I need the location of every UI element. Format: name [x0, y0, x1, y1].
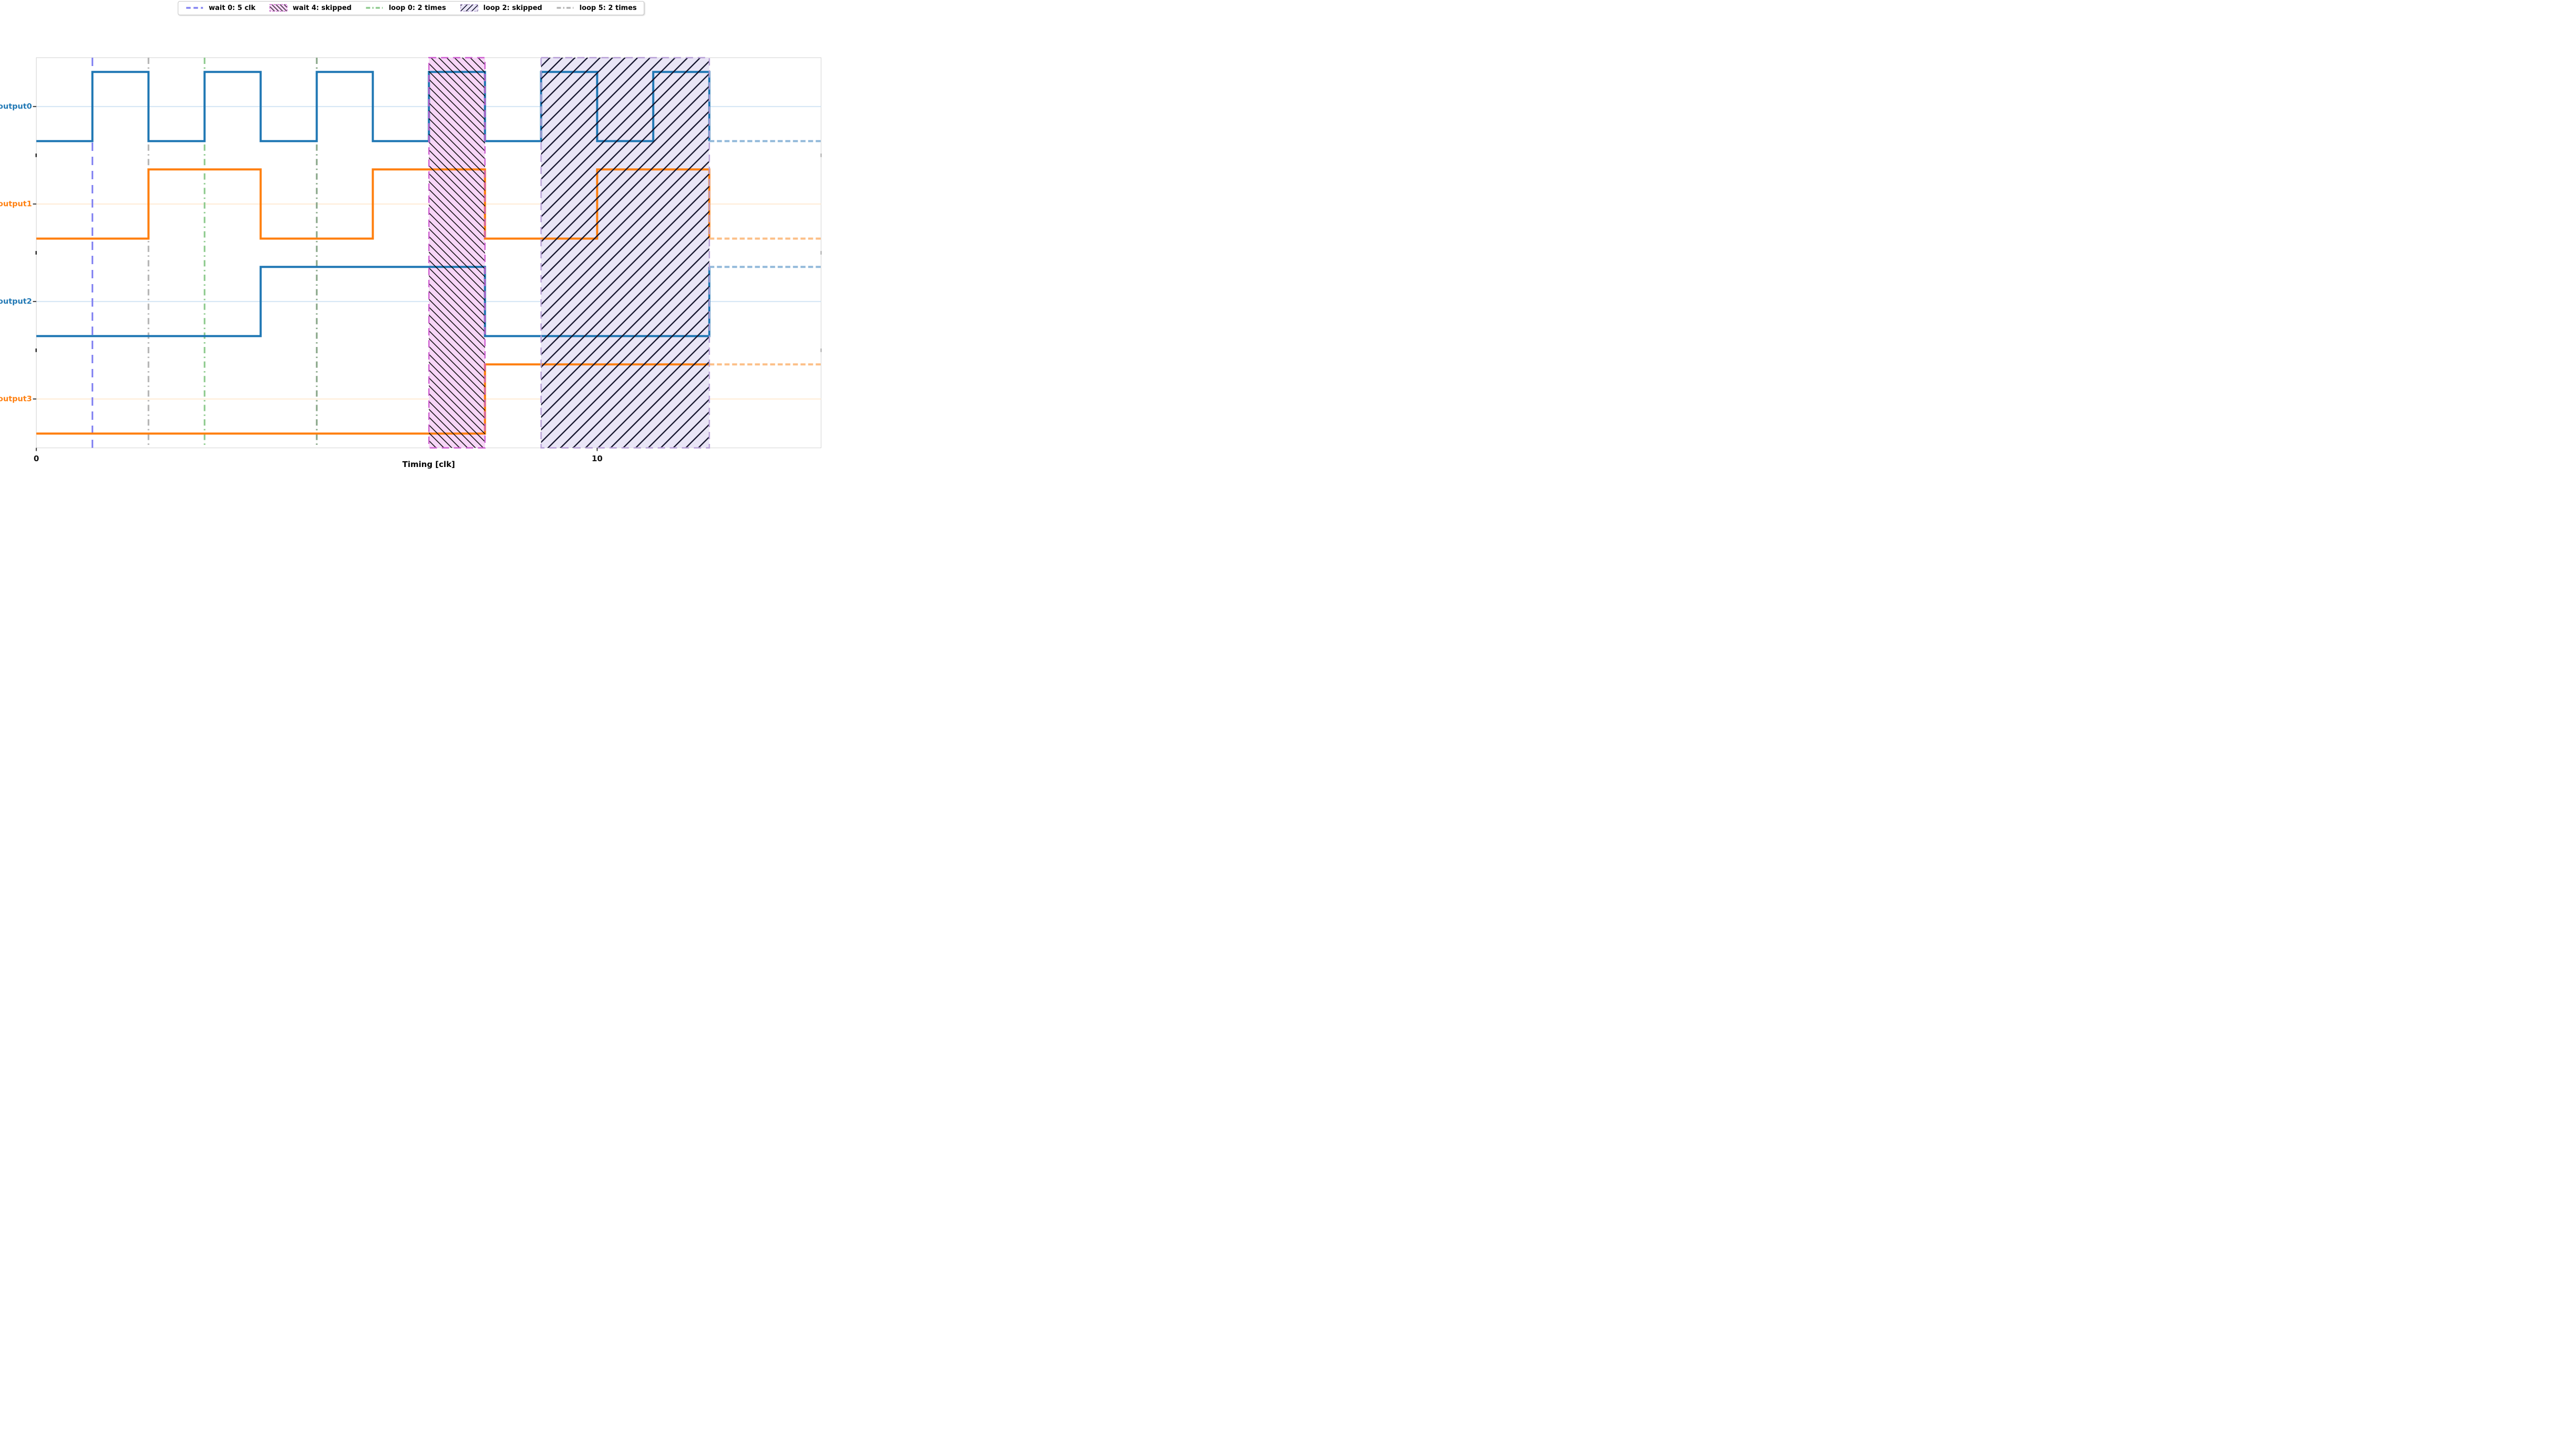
wait-0-line-swatch-icon [186, 7, 203, 9]
legend-item-wait-0: wait 0: 5 clk [185, 4, 255, 12]
legend-item-loop-5: loop 5: 2 times [556, 4, 637, 12]
y-tick-label-output1: output1 [0, 200, 32, 208]
legend-label: loop 5: 2 times [579, 4, 637, 12]
region-border-wait-4-skipped [428, 57, 486, 449]
legend-label: loop 2: skipped [483, 4, 542, 12]
x-tick-label-10: 10 [592, 454, 603, 463]
legend-label: loop 0: 2 times [388, 4, 446, 12]
x-axis-label: Timing [clk] [403, 460, 455, 469]
loop-2-hatch-swatch-icon [460, 4, 479, 12]
legend: wait 0: 5 clk wait 4: skipped loop 0: 2 … [178, 1, 644, 15]
loop-5-line-swatch-icon [557, 7, 574, 9]
legend-label: wait 4: skipped [292, 4, 352, 12]
wait-4-hatch-swatch-icon [269, 4, 288, 12]
legend-item-loop-2: loop 2: skipped [460, 4, 542, 12]
y-tick-label-output3: output3 [0, 395, 32, 403]
x-tick-label-0: 0 [34, 454, 39, 463]
y-tick-label-output0: output0 [0, 102, 32, 111]
region-hatch-wait-4-skipped [429, 58, 485, 448]
legend-item-wait-4: wait 4: skipped [269, 4, 352, 12]
timing-diagram-figure: output0 output1 output2 output3 0 10 Timing [c… [0, 0, 822, 469]
region-border-loop-2-skipped [540, 57, 710, 449]
legend-item-loop-0: loop 0: 2 times [365, 4, 446, 12]
y-tick-label-output2: output2 [0, 297, 32, 306]
timing-chart: output0 output1 output2 output3 0 10 Timing [c… [0, 57, 822, 469]
region-hatch-loop-2-skipped [541, 58, 710, 448]
legend-label: wait 0: 5 clk [209, 4, 256, 12]
loop-0-line-swatch-icon [366, 7, 383, 9]
